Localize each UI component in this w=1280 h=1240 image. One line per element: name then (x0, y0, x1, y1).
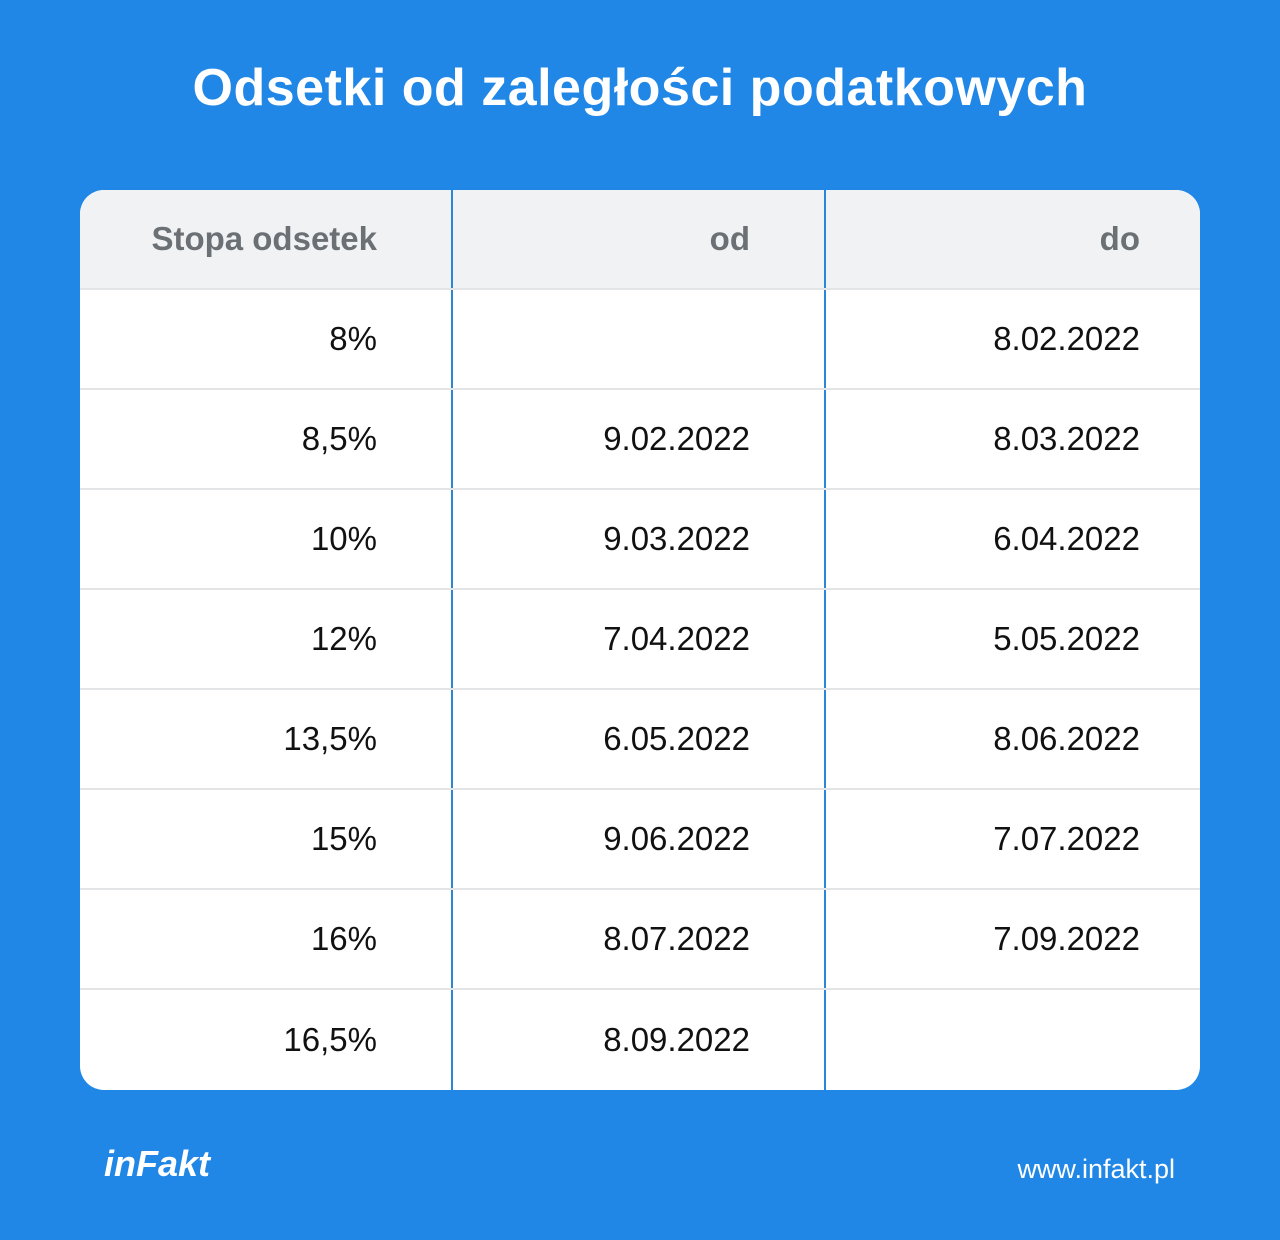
table-cell: 9.03.2022 (453, 490, 826, 588)
table-cell: 7.09.2022 (993, 920, 1140, 957)
url: www.infakt.pl (1017, 1154, 1175, 1184)
table-row: 12% 7.04.2022 5.05.2022 (80, 590, 1200, 690)
table-cell: 8% (80, 290, 453, 388)
table-row: 8% 8.02.2022 (80, 290, 1200, 390)
table-cell: 16,5% (80, 990, 453, 1090)
table-cell: 15% (80, 790, 453, 888)
title: Odsetki od zaległości podatkowych (192, 59, 1088, 117)
table-row: 13,5% 6.05.2022 8.06.2022 (80, 690, 1200, 790)
table-cell: 6.04.2022 (993, 520, 1140, 557)
table-row: 15% 9.06.2022 7.07.2022 (80, 790, 1200, 890)
table-cell (826, 990, 1200, 1090)
table-row: 10% 9.03.2022 6.04.2022 (80, 490, 1200, 590)
header-cell: od (453, 190, 826, 288)
table-cell: 10% (80, 490, 453, 588)
table-cell: 8.07.2022 (453, 890, 826, 988)
table-cell: 9.06.2022 (453, 790, 826, 888)
table-row: 8,5% 9.02.2022 8.03.2022 (80, 390, 1200, 490)
table-cell: 8,5% (80, 390, 453, 488)
header-cell: do (1099, 220, 1140, 257)
table-cell: 7.04.2022 (453, 590, 826, 688)
table-cell: 12% (80, 590, 453, 688)
table-cell: 9.02.2022 (453, 390, 826, 488)
header-cell: Stopa odsetek (80, 190, 453, 288)
table-cell: 7.07.2022 (993, 820, 1140, 857)
table-cell: 8.03.2022 (993, 420, 1140, 457)
logo: inFakt (104, 1143, 211, 1184)
table-cell: 8.09.2022 (453, 990, 826, 1090)
table-cell: 16% (80, 890, 453, 988)
table-row: 16,5% 8.09.2022 (80, 990, 1200, 1090)
table-cell: 8.06.2022 (993, 720, 1140, 757)
table: Stopa odsetek od do 8% 8.02.2022 8,5% 9.02.202… (80, 190, 1200, 1090)
table-cell: 8.02.2022 (993, 320, 1140, 357)
table-cell: 6.05.2022 (453, 690, 826, 788)
table-cell: 5.05.2022 (993, 620, 1140, 657)
table-cell (453, 290, 826, 388)
header-row: Stopa odsetek od do (80, 190, 1200, 290)
table-row: 16% 8.07.2022 7.09.2022 (80, 890, 1200, 990)
table-cell: 13,5% (80, 690, 453, 788)
